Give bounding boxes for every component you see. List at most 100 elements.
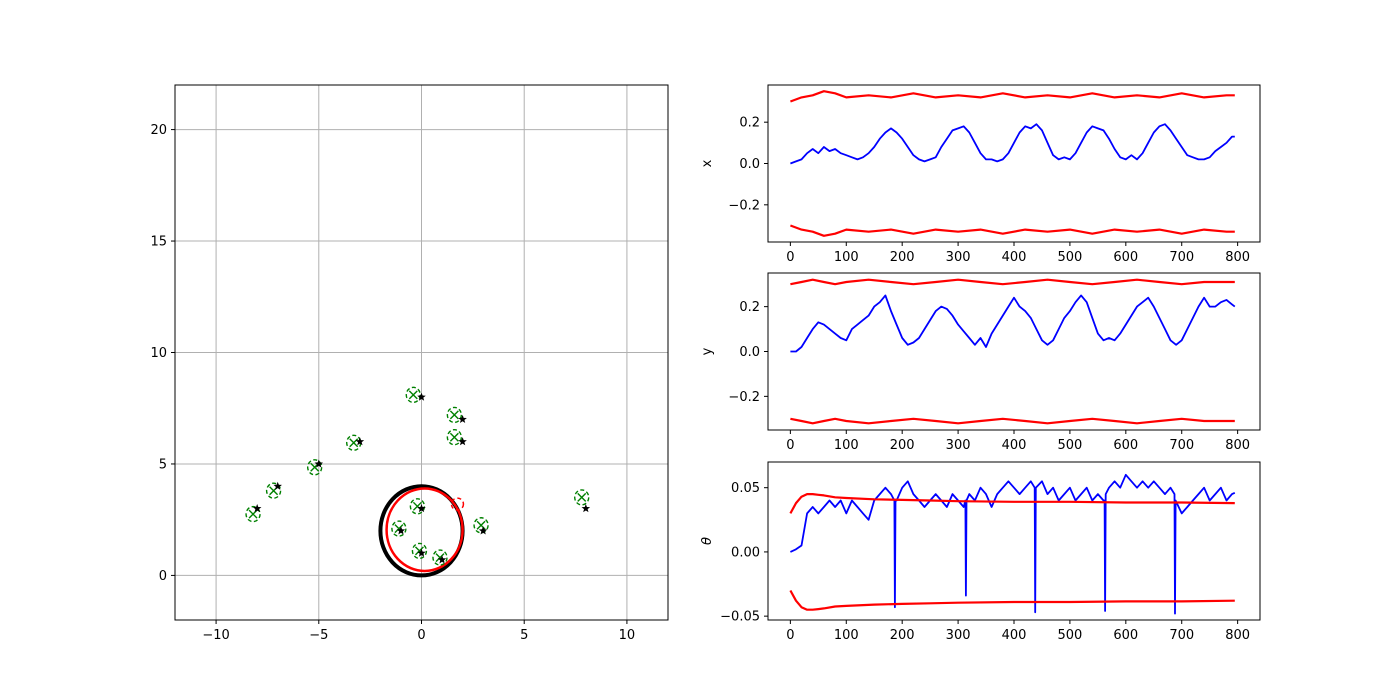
x-tick-label: 300 (946, 250, 971, 265)
x-tick-label: 200 (890, 628, 915, 643)
lower-bound-line (790, 417, 1235, 425)
y-tick-label: 0.0 (739, 345, 760, 360)
landmark-x-marker (349, 438, 359, 448)
landmark-covariance-ellipse (265, 482, 282, 499)
x-tick-label: 800 (1225, 250, 1250, 265)
upper-bound-line (790, 278, 1235, 286)
x-tick-label: 400 (1002, 628, 1027, 643)
x-tick-label: 200 (890, 438, 915, 453)
landmark-covariance-ellipse (473, 517, 489, 534)
landmark-covariance-ellipse (245, 505, 261, 523)
error-line (790, 123, 1235, 165)
x-tick-label: 0 (786, 628, 794, 643)
x-tick-label: 200 (890, 250, 915, 265)
y-tick-label: 0 (159, 569, 167, 584)
x-tick-label: −10 (202, 628, 229, 643)
y-tick-label: −0.2 (728, 198, 760, 213)
landmark-covariance-ellipse (306, 459, 323, 476)
landmark-x-marker (248, 509, 258, 519)
x-tick-label: 0 (786, 250, 794, 265)
true-landmark-star (581, 504, 591, 513)
y-tick-label: 0.0 (739, 157, 760, 172)
estimated-landmark (446, 429, 463, 446)
x-tick-label: 100 (834, 438, 859, 453)
x-tick-label: 600 (1113, 628, 1138, 643)
true-landmark-star (417, 392, 426, 401)
x-tick-label: 500 (1057, 250, 1082, 265)
true-landmark-star (396, 526, 406, 535)
x-tick-label: −5 (309, 628, 328, 643)
y-tick-label: 0.00 (731, 545, 760, 560)
true-landmark-star (478, 526, 488, 535)
x-tick-label: 100 (834, 250, 859, 265)
landmark-covariance-ellipse (411, 542, 428, 560)
y-axis-label: x (700, 159, 715, 167)
x-error-panel: 0 100 200 300 400 500 600 700 800 −0.2 0.0 0.2 x (700, 84, 1261, 265)
x-tick-label: 300 (946, 628, 971, 643)
current-pose-marker (450, 497, 465, 511)
x-tick-label: 700 (1169, 250, 1194, 265)
x-tick-label: 500 (1057, 628, 1082, 643)
y-error-panel: 0 100 200 300 400 500 600 700 800 −0.2 0.0 0.2 y (700, 272, 1261, 453)
error-line (790, 473, 1236, 615)
x-tick-label: 700 (1169, 628, 1194, 643)
map-panel: −10 −5 0 5 10 0 5 10 15 20 (150, 84, 669, 643)
y-tick-label: 0.2 (739, 116, 760, 131)
landmark-x-marker (449, 410, 459, 420)
true-landmark-star (458, 414, 467, 424)
estimated-landmark (574, 489, 590, 506)
landmark-covariance-ellipse (446, 429, 463, 446)
landmark-covariance-ellipse (446, 406, 463, 424)
x-tick-label: 400 (1002, 438, 1027, 453)
x-tick-label: 300 (946, 438, 971, 453)
x-tick-label: 100 (834, 628, 859, 643)
landmark-covariance-ellipse (574, 489, 590, 506)
landmark-x-marker (408, 390, 418, 400)
map-axes-frame (174, 84, 669, 621)
landmark-x-marker (577, 492, 587, 502)
landmark-x-marker (449, 432, 459, 442)
true-landmark-star (314, 459, 324, 468)
axes-frame (767, 461, 1261, 621)
x-tick-label: 10 (619, 628, 636, 643)
x-tick-label: 800 (1225, 438, 1250, 453)
x-tick-label: 0 (786, 438, 794, 453)
true-landmark-star (417, 548, 426, 557)
theta-error-panel: 0 100 200 300 400 500 600 700 800 −0.05 0.00 0.05 θ (700, 461, 1261, 643)
y-tick-label: 0.05 (731, 481, 760, 496)
estimated-landmark (473, 517, 489, 534)
y-tick-label: −0.2 (728, 390, 760, 405)
axes-frame (767, 84, 1261, 243)
estimated-landmark (405, 386, 421, 404)
estimated-landmark (245, 505, 261, 523)
y-tick-label: 20 (150, 123, 167, 138)
true-landmark-star (273, 481, 282, 490)
true-landmark-star (417, 504, 426, 513)
lower-bound-line (789, 589, 1235, 611)
estimated-trajectory (385, 487, 464, 573)
y-tick-label: 15 (150, 235, 167, 250)
x-tick-label: 400 (1002, 250, 1027, 265)
y-tick-label: −0.05 (720, 610, 760, 625)
y-axis-label: θ (700, 537, 715, 545)
x-tick-label: 5 (520, 628, 528, 643)
y-axis-label: y (700, 347, 715, 355)
y-tick-label: 5 (159, 457, 167, 472)
true-landmark-star (252, 504, 262, 513)
x-tick-label: 600 (1113, 250, 1138, 265)
true-landmark-star (355, 437, 365, 446)
y-tick-label: 0.2 (739, 300, 760, 315)
error-line (790, 294, 1236, 353)
x-tick-label: 600 (1113, 438, 1138, 453)
x-tick-label: 800 (1225, 628, 1250, 643)
landmark-covariance-ellipse (405, 386, 421, 404)
landmark-covariance-ellipse (391, 520, 407, 537)
landmark-covariance-ellipse (409, 498, 426, 515)
true-landmark-star (437, 555, 447, 564)
x-tick-label: 700 (1169, 438, 1194, 453)
x-tick-label: 500 (1057, 438, 1082, 453)
lower-bound-line (790, 224, 1235, 237)
true-landmark-star (458, 437, 467, 446)
upper-bound-line (789, 493, 1235, 514)
